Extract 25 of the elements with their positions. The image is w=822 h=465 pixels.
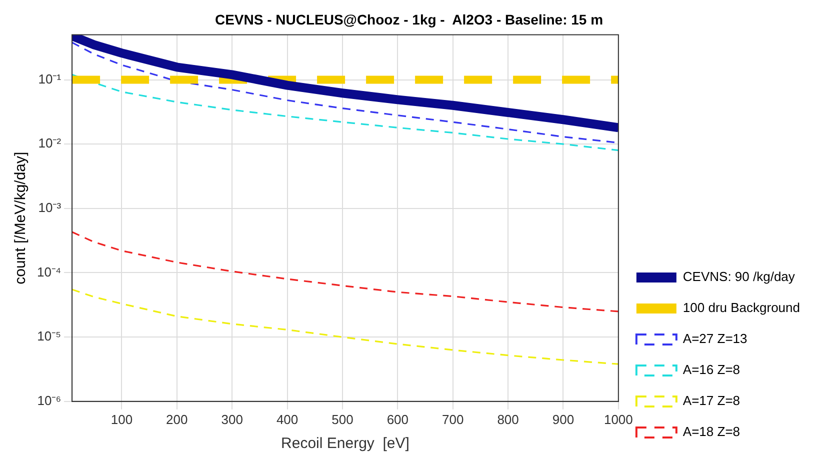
legend-label: 100 dru Background	[682, 300, 800, 316]
x-tick-label: 900	[552, 412, 574, 427]
x-tick-label: 800	[497, 412, 519, 427]
y-tick-label: 10⁻³	[38, 200, 62, 215]
x-tick-label: 1000	[604, 412, 633, 427]
chart-title: CEVNS - NUCLEUS@Chooz - 1kg - Al2O3 - Baseline: 15 m	[214, 11, 604, 28]
x-tick-label: 200	[166, 412, 188, 427]
legend-label: A=18 Z=8	[682, 424, 740, 440]
x-tick-label: 300	[221, 412, 243, 427]
y-tick-label: 10⁻¹	[38, 71, 62, 86]
y-tick-label: 10⁻⁴	[37, 264, 62, 280]
y-tick-label: 10⁻⁵	[37, 328, 62, 344]
x-tick-label: 600	[386, 412, 409, 427]
legend-label: A=17 Z=8	[682, 393, 740, 408]
y-tick-label: 10⁻⁶	[37, 392, 62, 408]
x-axis-title: Recoil Energy [eV]	[281, 435, 410, 452]
x-tick-label: 700	[442, 412, 464, 427]
x-tick-label: 500	[332, 412, 354, 427]
x-tick-label: 100	[110, 412, 133, 427]
legend-label: A=27 Z=13	[682, 331, 748, 346]
y-axis-title: count [/MeV/kg/day]	[12, 152, 30, 284]
legend-label: CEVNS: 90 /kg/day	[682, 269, 796, 284]
y-tick-label: 10⁻²	[38, 136, 62, 151]
x-tick-label: 400	[276, 412, 298, 427]
legend-label: A=16 Z=8	[682, 362, 740, 378]
